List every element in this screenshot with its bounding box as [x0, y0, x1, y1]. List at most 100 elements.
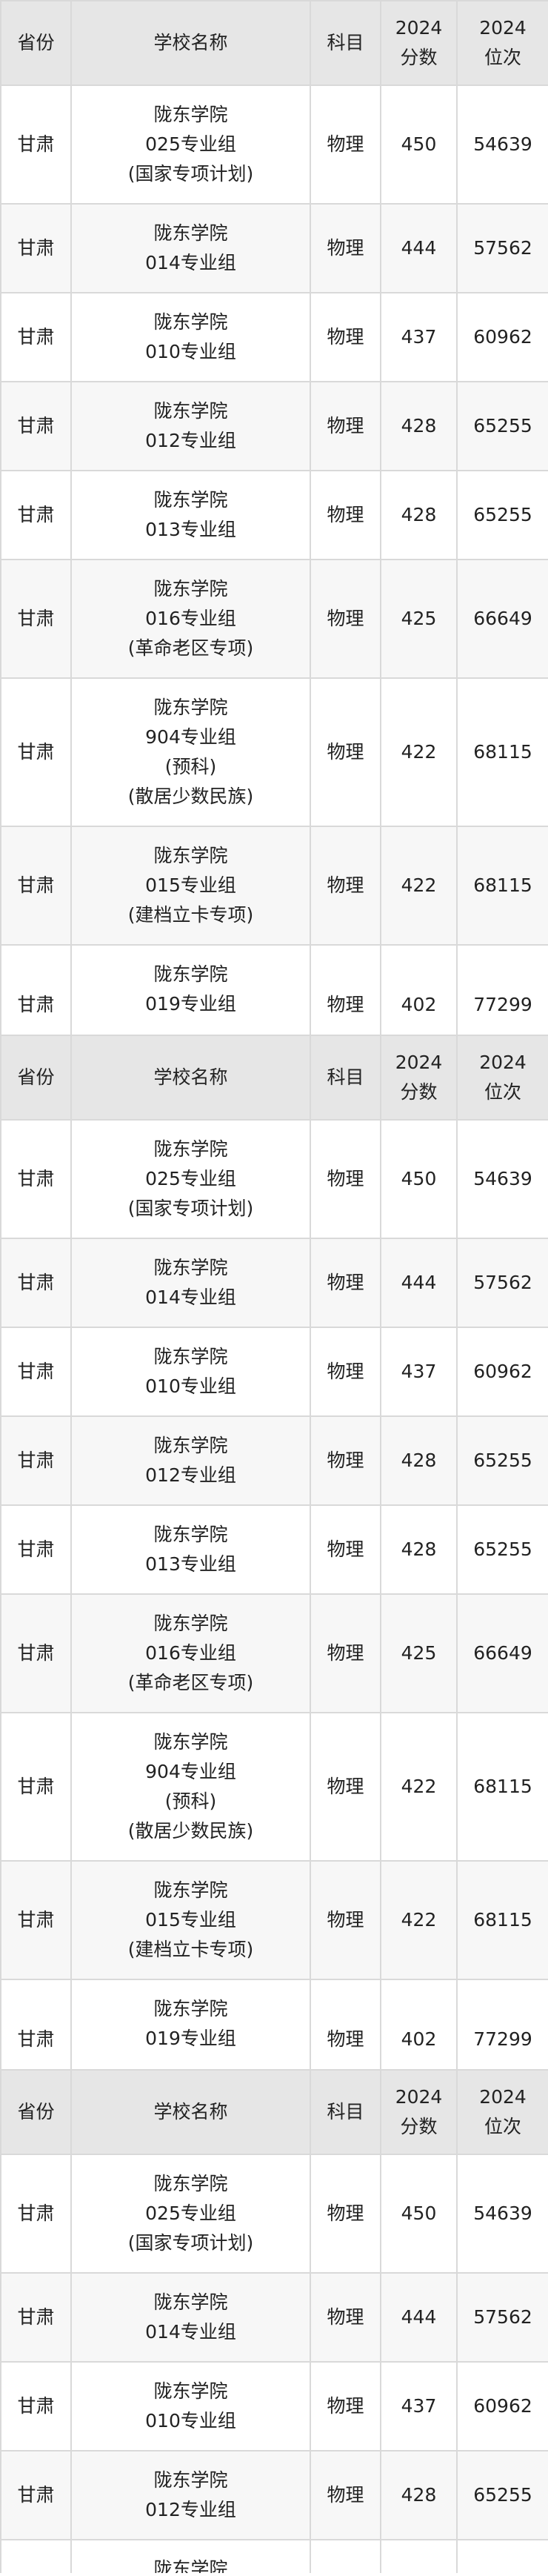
school-name-line: 陇东学院	[153, 400, 228, 422]
school-name-line: 025专业组	[145, 1168, 236, 1189]
header-text: 2024	[395, 17, 443, 39]
rank-cell: 65255	[456, 2450, 548, 2540]
subject-cell: 物理	[310, 2539, 381, 2573]
table-row: 甘肃 陇东学院 015专业组 (建档立卡专项) 物理 422 68115	[0, 1860, 548, 1980]
school-name-cell: 陇东学院 025专业组 (国家专项计划)	[70, 2154, 311, 2274]
school-name-line: 陇东学院	[153, 1257, 228, 1278]
header-text: 2024	[479, 1052, 527, 1073]
school-name-line: 陇东学院	[153, 2558, 228, 2573]
table-row: 甘肃 陇东学院 010专业组 物理 437 60962	[0, 2361, 548, 2451]
table-row: 甘肃 陇东学院 012专业组 物理 428 65255	[0, 1415, 548, 1506]
province-cell: 甘肃	[0, 1415, 72, 1506]
school-name-cell: 陇东学院 019专业组	[70, 1979, 311, 2069]
rank-cell: 54639	[456, 2154, 548, 2274]
school-name-cell: 陇东学院 025专业组 (国家专项计划)	[70, 1119, 311, 1239]
school-name-cell: 陇东学院 014专业组	[70, 2272, 311, 2363]
school-name-line: 019专业组	[145, 993, 236, 1015]
school-name-line: 013专业组	[145, 1553, 236, 1575]
table-row: 甘肃 陇东学院 012专业组 物理 428 65255	[0, 381, 548, 471]
header-text: 省份	[17, 32, 55, 53]
table-row: 甘肃 陇东学院 010专业组 物理 437 60962	[0, 1327, 548, 1417]
school-name-line: 陇东学院	[153, 2380, 228, 2402]
province-cell: 甘肃	[0, 2154, 72, 2274]
table-row: 甘肃 陇东学院 014专业组 物理 444 57562	[0, 203, 548, 293]
table-row: 甘肃 陇东学院 019专业组 物理 402 77299	[0, 1979, 548, 2069]
score-cell: 402	[380, 1979, 458, 2069]
subject-cell: 物理	[310, 1593, 381, 1713]
subject-cell: 物理	[310, 1712, 381, 1862]
school-name-cell: 陇东学院 012专业组	[70, 1415, 311, 1506]
rank-cell: 65255	[456, 2539, 548, 2573]
header-text: 位次	[484, 47, 521, 68]
province-cell: 甘肃	[0, 1712, 72, 1862]
score-cell: 428	[380, 470, 458, 560]
rank-cell: 57562	[456, 2272, 548, 2363]
subject-cell: 物理	[310, 2272, 381, 2363]
rank-cell: 65255	[456, 381, 548, 471]
header-province: 省份	[0, 1035, 72, 1121]
school-name-cell: 陇东学院 010专业组	[70, 2361, 311, 2451]
subject-cell: 物理	[310, 559, 381, 679]
table-row: 甘肃 陇东学院 016专业组 (革命老区专项) 物理 425 66649	[0, 559, 548, 679]
school-name-line: 013专业组	[145, 519, 236, 540]
province-cell: 甘肃	[0, 677, 72, 827]
school-name-line: (国家专项计划)	[127, 1198, 254, 1219]
rank-cell: 68115	[456, 826, 548, 946]
table-row: 甘肃 陇东学院 015专业组 (建档立卡专项) 物理 422 68115	[0, 826, 548, 946]
subject-cell: 物理	[310, 2154, 381, 2274]
subject-cell: 物理	[310, 1119, 381, 1239]
rank-cell: 68115	[456, 677, 548, 827]
school-name-line: 016专业组	[145, 1642, 236, 1664]
school-name-line: 904专业组	[145, 726, 236, 748]
score-cell: 450	[380, 84, 458, 205]
header-text: 科目	[327, 32, 364, 53]
header-rank: 2024 位次	[456, 0, 548, 86]
rank-cell: 60962	[456, 1327, 548, 1417]
school-name-line: 陇东学院	[153, 489, 228, 511]
province-cell: 甘肃	[0, 1238, 72, 1328]
school-name-cell: 陇东学院 019专业组	[70, 944, 311, 1035]
province-cell: 甘肃	[0, 381, 72, 471]
header-text: 科目	[327, 1066, 364, 1088]
school-name-line: 010专业组	[145, 341, 236, 362]
score-cell: 422	[380, 1712, 458, 1862]
score-table-block-2: 省份 学校名称 科目 2024 分数 2024 位次 甘肃 陇东学院 025专业组 (国家专项计划)…	[0, 1035, 548, 2069]
score-table-block-3: 省份 学校名称 科目 2024 分数 2024 位次 甘肃 陇东学院 025专业组 (国家专项计划)…	[0, 2069, 548, 2573]
school-name-cell: 陇东学院 010专业组	[70, 292, 311, 382]
subject-cell: 物理	[310, 381, 381, 471]
admission-score-table: 省份 学校名称 科目 2024 分数 2024 位次 甘肃 陇东学院 025专业组 (国家专项计划)…	[0, 2069, 548, 2573]
rank-cell: 57562	[456, 1238, 548, 1328]
header-subject: 科目	[310, 1035, 381, 1121]
school-name-line: 陇东学院	[153, 222, 228, 244]
school-name-line: 陇东学院	[153, 1435, 228, 1456]
province-cell: 甘肃	[0, 559, 72, 679]
school-name-line: 014专业组	[145, 2321, 236, 2343]
rank-cell: 66649	[456, 1593, 548, 1713]
table-header-row: 省份 学校名称 科目 2024 分数 2024 位次	[0, 1035, 548, 1121]
school-name-line: 陇东学院	[153, 1613, 228, 1634]
school-name-cell: 陇东学院 016专业组 (革命老区专项)	[70, 559, 311, 679]
header-text: 省份	[17, 1066, 55, 1088]
score-cell: 428	[380, 381, 458, 471]
province-cell: 甘肃	[0, 2272, 72, 2363]
score-table-block-1: 省份 学校名称 科目 2024 分数 2024 位次 甘肃 陇东学院 025专业组 (国家专项计划)…	[0, 0, 548, 1035]
province-cell: 甘肃	[0, 1860, 72, 1980]
header-text: 科目	[327, 2101, 364, 2122]
header-text: 2024	[395, 1052, 443, 1073]
table-header-row: 省份 学校名称 科目 2024 分数 2024 位次	[0, 0, 548, 86]
province-cell: 甘肃	[0, 203, 72, 293]
province-cell: 甘肃	[0, 1593, 72, 1713]
school-name-cell: 陇东学院 010专业组	[70, 1327, 311, 1417]
header-text: 位次	[484, 1081, 521, 1103]
school-name-line: 015专业组	[145, 1909, 236, 1931]
province-cell: 甘肃	[0, 2450, 72, 2540]
header-school-name: 学校名称	[70, 0, 311, 86]
subject-cell: 物理	[310, 2450, 381, 2540]
admission-score-table: 省份 学校名称 科目 2024 分数 2024 位次 甘肃 陇东学院 025专业组 (国家专项计划)…	[0, 0, 548, 1035]
rank-cell: 54639	[456, 84, 548, 205]
header-score: 2024 分数	[380, 1035, 458, 1121]
header-subject: 科目	[310, 0, 381, 86]
school-name-line: 陇东学院	[153, 1138, 228, 1160]
header-rank: 2024 位次	[456, 2069, 548, 2155]
